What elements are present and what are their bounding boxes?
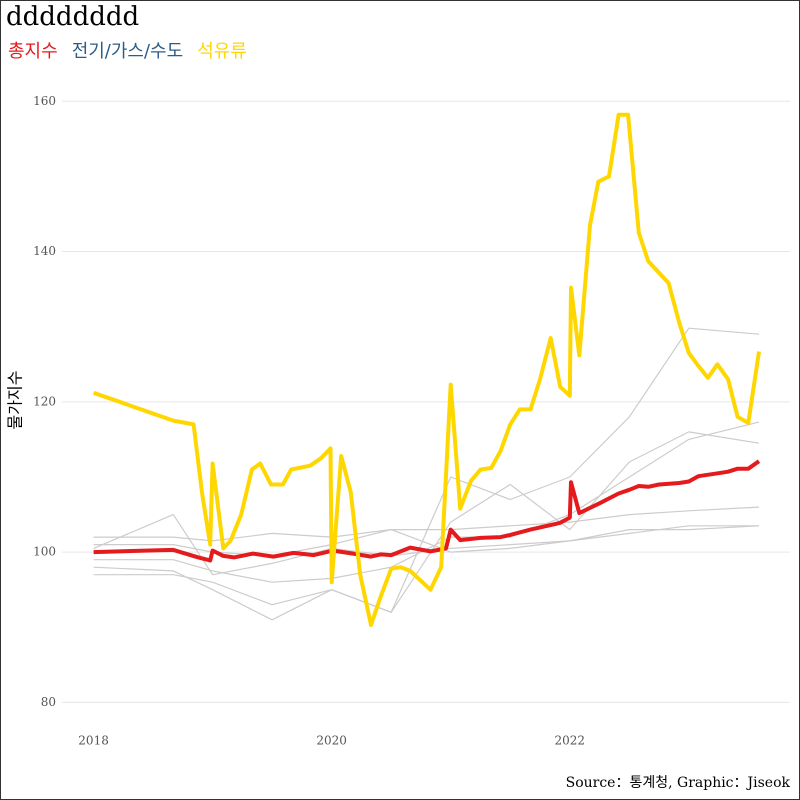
legend-item: 전기/가스/수도 [72,41,184,62]
y-tick-label: 140 [33,244,56,258]
x-tick-label: 2022 [554,734,585,748]
legend: 총지수 전기/가스/수도 석유류 [8,41,247,62]
legend-item: 총지수 [8,41,58,62]
background-line [93,431,760,613]
y-tick-label: 100 [33,545,56,559]
y-axis-label: 물가지수 [6,371,25,430]
y-tick-label: 160 [33,94,56,108]
background-line [93,421,760,583]
background-line [93,506,760,542]
background-line [93,327,760,621]
x-tick-label: 2020 [316,734,347,748]
chart-title: dddddddd [6,2,139,32]
caption: Source：통계청, Graphic：Jiseok [566,775,791,791]
series-line [92,112,761,627]
legend-item: 석유류 [197,41,247,62]
y-tick-label: 80 [41,695,56,709]
series-line [93,459,761,563]
y-tick-label: 120 [33,394,56,408]
background-line [93,525,759,557]
x-tick-label: 2018 [78,734,109,748]
